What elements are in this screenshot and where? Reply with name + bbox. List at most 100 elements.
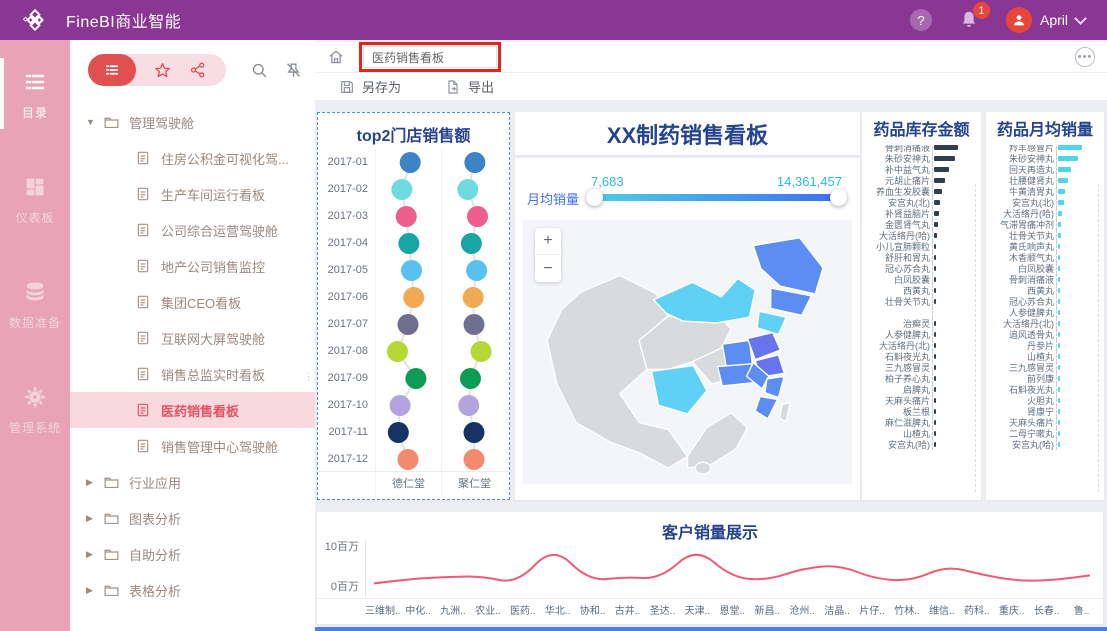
panel-resize-handle[interactable]: ⋮ <box>303 371 314 383</box>
tree-item[interactable]: 互联网大屏驾驶舱 <box>70 320 315 356</box>
data-point[interactable] <box>466 260 488 281</box>
widget-sales-map[interactable]: 月均销量 7,683 14,361,457 + − <box>515 158 860 500</box>
share-icon[interactable] <box>188 60 208 80</box>
data-point[interactable] <box>387 422 409 443</box>
bar <box>934 233 937 238</box>
slider-handle-max[interactable] <box>830 189 847 206</box>
tree-item[interactable]: 住房公积金可视化驾... <box>70 140 315 176</box>
bar-axis <box>1056 263 1057 274</box>
tree-item[interactable]: 医药销售看板 <box>70 392 315 428</box>
data-point[interactable] <box>405 368 427 389</box>
tree-item[interactable]: 生产车间运行看板 <box>70 176 315 212</box>
data-point[interactable] <box>403 287 425 308</box>
tree-item[interactable]: 公司综合运营驾驶舱 <box>70 212 315 248</box>
data-point[interactable] <box>459 368 481 389</box>
month-label: 2017-06 <box>327 291 368 303</box>
bar <box>1058 299 1060 304</box>
data-point[interactable] <box>463 314 485 335</box>
widget-customer-sales[interactable]: 客户销量展示 10百万 0百万 三维制.. 中化.. 九洲.. 农业.. 医药.. 华北..… <box>317 512 1103 624</box>
help-icon[interactable]: ? <box>909 9 932 31</box>
search-icon[interactable] <box>249 60 269 80</box>
bar-row: 启脾丸 <box>862 384 981 395</box>
finebi-logo-icon <box>22 7 48 33</box>
tree-item[interactable]: ▶ 自助分析 <box>70 536 315 572</box>
bar-label: 板兰根 <box>902 407 930 417</box>
data-point[interactable] <box>467 206 489 227</box>
tree-item[interactable]: ▶ 图表分析 <box>70 500 315 536</box>
data-point[interactable] <box>395 206 417 227</box>
data-point[interactable] <box>391 179 413 200</box>
tree-item[interactable]: 集团CEO看板 <box>70 284 315 320</box>
rail-item-grid[interactable]: 仪表板 <box>0 157 70 240</box>
favorites-star-icon[interactable] <box>152 60 172 80</box>
bar <box>1058 200 1064 205</box>
range-slider[interactable]: 7,683 14,361,457 <box>586 174 847 210</box>
widget-main-title: XX制药销售看板 <box>515 112 860 155</box>
china-map[interactable]: + − <box>523 220 852 484</box>
tree-item[interactable]: 销售总监实时看板 <box>70 356 315 392</box>
tree-item[interactable]: ▶ 行业应用 <box>70 464 315 500</box>
home-icon[interactable] <box>327 48 345 66</box>
bar-row: 西黄丸 <box>986 285 1104 296</box>
bar <box>1058 354 1060 359</box>
data-point[interactable] <box>458 395 480 416</box>
slider-handle-min[interactable] <box>586 189 604 206</box>
widget-title: 客户销量展示 <box>661 525 758 542</box>
widget-top2-stores[interactable]: top2门店销售额 2017-01 2017-02 2017-03 2017-04 20… <box>317 112 510 500</box>
widget-drug-inventory[interactable]: 药品库存金额 骨刺消痛液 朱砂安神丸 补中益气丸 元胡止痛片 养血生发胶囊 安宫丸(北) 补… <box>862 112 981 500</box>
dashboard-name-input[interactable] <box>363 46 497 68</box>
map-zoom-out-button[interactable]: − <box>543 259 553 277</box>
bar-row: 安宫丸(哈) <box>986 439 1104 450</box>
tree-item[interactable]: ▼ 管理驾驶舱 <box>70 104 315 140</box>
tree-item[interactable]: 销售管理中心驾驶舱 <box>70 428 315 464</box>
data-point[interactable] <box>457 179 479 200</box>
data-point[interactable] <box>460 233 482 254</box>
tree-item-label: 公司综合运营驾驶舱 <box>161 223 279 239</box>
breadcrumb: ••• <box>315 42 1107 72</box>
bar-axis <box>932 219 933 230</box>
bar-label: 人参健脾丸 <box>884 330 930 340</box>
bar <box>1058 266 1060 271</box>
map-zoom-in-button[interactable]: + <box>535 228 561 255</box>
data-point[interactable] <box>397 314 419 335</box>
data-point[interactable] <box>462 287 484 308</box>
data-point[interactable] <box>463 449 485 470</box>
export-button[interactable]: 导出 <box>445 77 494 96</box>
tree-item[interactable]: ▶ 表格分析 <box>70 572 315 608</box>
bar-axis <box>1056 208 1057 219</box>
data-point[interactable] <box>401 260 423 281</box>
data-point[interactable] <box>397 449 419 470</box>
rail-item-db[interactable]: 数据准备 <box>0 262 70 345</box>
data-point[interactable] <box>386 341 408 362</box>
data-point[interactable] <box>389 395 411 416</box>
user-menu[interactable]: April <box>1005 7 1087 33</box>
folder-icon <box>103 582 120 599</box>
data-point[interactable] <box>464 152 486 173</box>
rail-item-gear[interactable]: 管理系统 <box>0 367 70 450</box>
tree-view-button[interactable] <box>88 54 136 86</box>
data-point[interactable] <box>398 233 420 254</box>
widget-drug-monthly-sales[interactable]: 药品月均销量 羚羊感冒片 朱砂安神丸 回天再造丸 壮腰健肾丸 牛黄清胃丸 安宫丸(北) 大活… <box>986 112 1104 500</box>
slider-track[interactable] <box>586 189 847 206</box>
horizontal-scrollbar[interactable] <box>315 627 1107 631</box>
data-point[interactable] <box>399 152 421 173</box>
rail-item-list[interactable]: 目录 <box>0 52 70 135</box>
month-label: 2017-09 <box>327 372 368 384</box>
data-point[interactable] <box>463 422 485 443</box>
bar-row: 牛黄清胃丸 <box>986 186 1104 197</box>
data-point[interactable] <box>470 341 492 362</box>
save-as-button[interactable]: 另存为 <box>339 77 401 96</box>
bar-label: 气滞胃痛冲剂 <box>999 220 1054 230</box>
pin-icon[interactable] <box>283 60 303 80</box>
bar-label: 白凤胶囊 <box>893 275 930 285</box>
more-options-icon[interactable]: ••• <box>1075 47 1095 67</box>
view-switch-pill <box>88 54 226 86</box>
bar-row: 安宫丸(北) <box>986 197 1104 208</box>
month-label: 2017-01 <box>327 156 368 168</box>
tree-item[interactable]: 地产公司销售监控 <box>70 248 315 284</box>
notification-bell-icon[interactable]: 1 <box>958 2 990 31</box>
bar <box>934 189 943 194</box>
y-tick-label: 10百万 <box>324 541 359 553</box>
bar-label: 柏子养心丸 <box>884 374 930 384</box>
bar-row: 朱砂安神丸 <box>986 153 1104 164</box>
